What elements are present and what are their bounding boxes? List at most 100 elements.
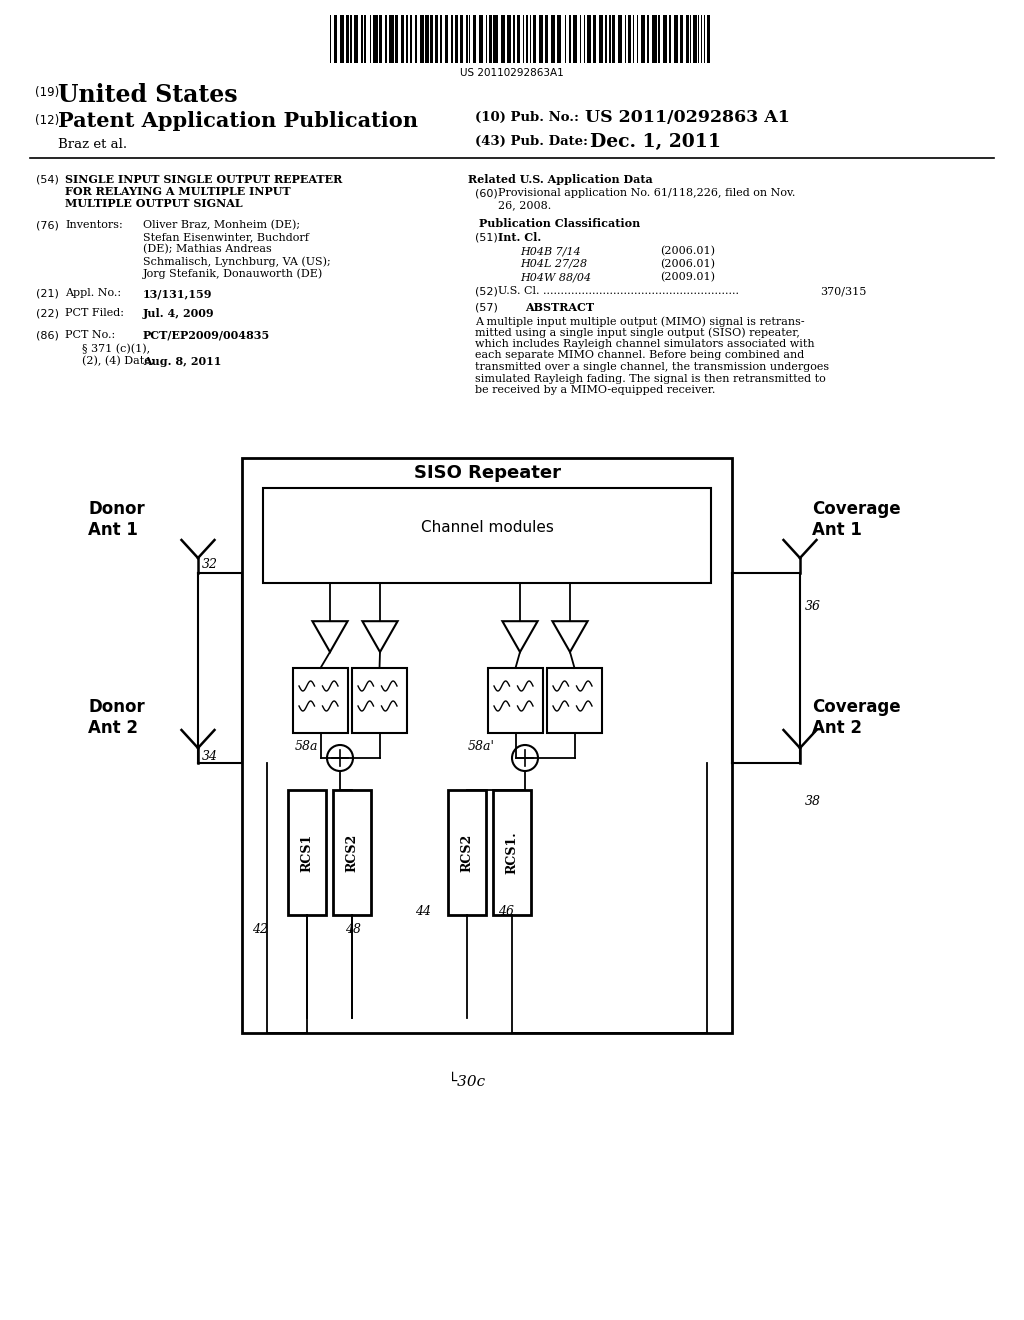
Bar: [539, 15, 543, 63]
Bar: [599, 15, 602, 63]
Text: (19): (19): [35, 86, 59, 99]
Bar: [707, 15, 711, 63]
Bar: [507, 15, 511, 63]
Bar: [612, 15, 615, 63]
Text: 58a': 58a': [468, 741, 495, 752]
Bar: [690, 15, 691, 63]
Bar: [529, 15, 531, 63]
Text: Jul. 4, 2009: Jul. 4, 2009: [143, 308, 215, 319]
Bar: [488, 15, 492, 63]
Text: 46: 46: [498, 906, 514, 917]
Text: 38: 38: [805, 795, 821, 808]
Bar: [370, 15, 372, 63]
Text: Braz et al.: Braz et al.: [58, 139, 127, 150]
Text: (51): (51): [475, 232, 498, 242]
Bar: [693, 15, 697, 63]
Bar: [415, 15, 417, 63]
Bar: [485, 15, 487, 63]
Text: Aug. 8, 2011: Aug. 8, 2011: [143, 356, 221, 367]
Bar: [374, 15, 378, 63]
Text: MULTIPLE OUTPUT SIGNAL: MULTIPLE OUTPUT SIGNAL: [65, 198, 243, 209]
Bar: [430, 15, 433, 63]
Text: 44: 44: [415, 906, 431, 917]
Bar: [580, 15, 581, 63]
Bar: [340, 15, 344, 63]
Text: United States: United States: [58, 83, 238, 107]
Bar: [652, 15, 656, 63]
Bar: [354, 15, 357, 63]
Text: 370/315: 370/315: [820, 286, 866, 296]
Bar: [456, 15, 458, 63]
Text: (22): (22): [36, 308, 59, 318]
Text: (86): (86): [36, 330, 58, 341]
Bar: [494, 15, 498, 63]
Text: Publication Classification: Publication Classification: [479, 218, 641, 228]
Bar: [617, 15, 622, 63]
Text: H04W 88/04: H04W 88/04: [520, 272, 591, 282]
Bar: [346, 15, 349, 63]
Text: RCS2: RCS2: [345, 833, 358, 871]
Bar: [449, 789, 486, 915]
Text: Patent Application Publication: Patent Application Publication: [58, 111, 418, 131]
Text: H04B 7/14: H04B 7/14: [520, 246, 581, 256]
Bar: [674, 15, 678, 63]
Bar: [569, 15, 570, 63]
Text: (2006.01): (2006.01): [660, 259, 715, 269]
Bar: [488, 668, 543, 733]
Text: Coverage
Ant 2: Coverage Ant 2: [812, 698, 901, 737]
Bar: [658, 15, 660, 63]
Bar: [360, 15, 364, 63]
Bar: [593, 15, 596, 63]
Text: Int. Cl.: Int. Cl.: [498, 232, 542, 243]
Text: Dec. 1, 2011: Dec. 1, 2011: [590, 133, 721, 150]
Text: (2009.01): (2009.01): [660, 272, 715, 282]
Text: 58a: 58a: [295, 741, 318, 752]
Bar: [686, 15, 689, 63]
Bar: [573, 15, 577, 63]
Bar: [473, 15, 476, 63]
Text: mitted using a single input single output (SISO) repeater,: mitted using a single input single outpu…: [475, 327, 800, 338]
Text: Channel modules: Channel modules: [421, 520, 553, 535]
Text: └30c: └30c: [449, 1074, 485, 1089]
Text: (52): (52): [475, 286, 498, 296]
Bar: [547, 668, 602, 733]
Text: PCT Filed:: PCT Filed:: [65, 308, 124, 318]
Text: Coverage
Ant 1: Coverage Ant 1: [812, 500, 901, 539]
Text: Inventors:: Inventors:: [65, 220, 123, 230]
Bar: [385, 15, 387, 63]
Bar: [608, 15, 611, 63]
Bar: [330, 15, 332, 63]
Bar: [513, 15, 515, 63]
Bar: [493, 789, 531, 915]
Text: US 2011/0292863 A1: US 2011/0292863 A1: [585, 110, 790, 125]
Text: (57): (57): [475, 302, 498, 312]
Text: RCS1.: RCS1.: [506, 832, 518, 874]
Bar: [288, 789, 326, 915]
Bar: [680, 15, 683, 63]
Text: (54): (54): [36, 174, 58, 183]
Bar: [703, 15, 705, 63]
Bar: [664, 15, 668, 63]
Text: Related U.S. Application Data: Related U.S. Application Data: [468, 174, 652, 185]
Text: Oliver Braz, Monheim (DE);: Oliver Braz, Monheim (DE);: [143, 220, 300, 231]
Bar: [641, 15, 645, 63]
Text: (21): (21): [36, 288, 58, 298]
Text: (10) Pub. No.:: (10) Pub. No.:: [475, 111, 579, 124]
Text: Jorg Stefanik, Donauworth (DE): Jorg Stefanik, Donauworth (DE): [143, 268, 324, 279]
Text: 36: 36: [805, 601, 821, 612]
Bar: [584, 15, 585, 63]
Bar: [633, 15, 635, 63]
Text: Provisional application No. 61/118,226, filed on Nov.: Provisional application No. 61/118,226, …: [498, 187, 796, 198]
Text: (60): (60): [475, 187, 498, 198]
Text: (2006.01): (2006.01): [660, 246, 715, 256]
Bar: [501, 15, 505, 63]
Bar: [466, 15, 468, 63]
Text: (76): (76): [36, 220, 58, 230]
Bar: [420, 15, 424, 63]
Text: PCT/EP2009/004835: PCT/EP2009/004835: [143, 330, 270, 341]
Text: US 20110292863A1: US 20110292863A1: [460, 69, 564, 78]
Bar: [411, 15, 413, 63]
Bar: [445, 15, 447, 63]
Bar: [564, 15, 565, 63]
Bar: [587, 15, 591, 63]
